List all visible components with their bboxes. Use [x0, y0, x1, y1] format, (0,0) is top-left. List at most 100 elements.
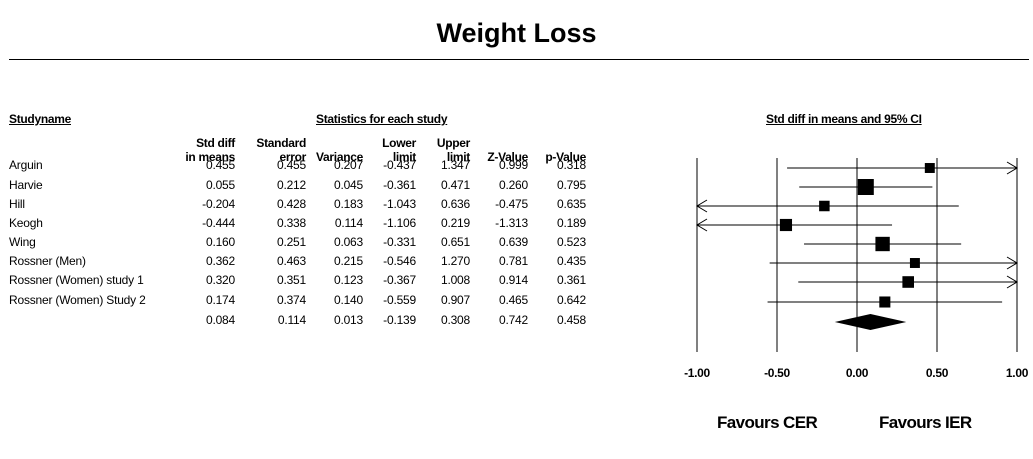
column-header-line2: Z-Value [487, 150, 528, 164]
table-cell: 0.361 [556, 273, 586, 287]
stats-group-header: Statistics for each study [316, 112, 448, 126]
column-header-line2: limit [446, 150, 470, 164]
ci-arrow [696, 218, 708, 232]
ci-arrow [696, 199, 708, 213]
table-cell: 0.045 [333, 178, 363, 192]
study-name: Rossner (Men) [9, 254, 86, 268]
table-cell: 0.320 [205, 273, 235, 287]
table-cell: 0.207 [333, 158, 363, 172]
x-tick-label: 1.00 [1005, 366, 1029, 380]
table-cell: 0.215 [333, 254, 363, 268]
table-cell: 0.795 [556, 178, 586, 192]
column-header-line2: limit [392, 150, 416, 164]
column-header-line1: Lower [382, 136, 416, 150]
table-cell: -0.546 [383, 254, 416, 268]
x-tick-label: -1.00 [684, 366, 710, 380]
table-cell: -0.361 [383, 178, 416, 192]
point-estimate-marker [879, 296, 891, 308]
table-cell: 1.270 [440, 254, 470, 268]
table-cell: 0.651 [440, 235, 470, 249]
table-cell: -0.559 [383, 293, 416, 307]
column-header-line2: error [279, 150, 306, 164]
column-header-line1: Upper [436, 136, 470, 150]
table-cell: 0.114 [334, 216, 363, 230]
table-cell: 0.055 [205, 178, 235, 192]
column-header-line2: in means [185, 150, 235, 164]
table-cell: 1.008 [440, 273, 470, 287]
table-cell: 0.318 [556, 158, 586, 172]
study-name: Rossner (Women) Study 2 [9, 293, 146, 307]
column-header-line1: Std diff [196, 136, 235, 150]
table-cell: 0.435 [556, 254, 586, 268]
table-cell: 0.458 [556, 313, 586, 327]
favours-left-label: Favours CER [717, 413, 818, 432]
table-cell: -1.313 [495, 216, 528, 230]
ci-arrow [1006, 161, 1018, 175]
table-cell: 0.374 [276, 293, 306, 307]
summary-diamond [834, 314, 907, 330]
table-cell: 0.219 [440, 216, 470, 230]
study-name: Keogh [9, 216, 43, 230]
table-cell: -1.106 [383, 216, 416, 230]
table-cell: -0.331 [383, 235, 416, 249]
study-name: Hill [9, 197, 25, 211]
favours-right-label: Favours IER [879, 413, 972, 432]
ci-arrow [1006, 275, 1018, 289]
point-estimate-marker [857, 179, 874, 195]
table-cell: 0.351 [276, 273, 306, 287]
table-cell: 0.999 [498, 158, 528, 172]
table-cell: 0.463 [276, 254, 306, 268]
table-cell: 0.114 [277, 313, 306, 327]
point-estimate-marker [819, 200, 830, 212]
table-cell: 0.636 [440, 197, 470, 211]
table-cell: 0.160 [205, 235, 235, 249]
x-tick-label: 0.00 [845, 366, 869, 380]
point-estimate-marker [902, 276, 914, 288]
table-cell: 0.465 [498, 293, 528, 307]
study-name-header: Studyname [9, 112, 71, 126]
table-cell: 0.455 [205, 158, 235, 172]
table-cell: 0.189 [556, 216, 586, 230]
table-cell: 0.428 [276, 197, 306, 211]
table-cell: 0.742 [498, 313, 528, 327]
table-cell: -0.139 [383, 313, 416, 327]
table-cell: 0.635 [556, 197, 586, 211]
table-cell: 0.260 [498, 178, 528, 192]
table-cell: 1.347 [440, 158, 470, 172]
study-name: Harvie [9, 178, 43, 192]
table-cell: 0.781 [498, 254, 528, 268]
point-estimate-marker [779, 218, 793, 232]
table-cell: -0.204 [202, 197, 235, 211]
title-rule [9, 59, 1029, 60]
study-name: Rossner (Women) study 1 [9, 273, 144, 287]
study-name: Wing [9, 235, 36, 249]
table-cell: 0.642 [556, 293, 586, 307]
plot-header: Std diff in means and 95% CI [766, 112, 922, 126]
table-cell: 0.183 [333, 197, 363, 211]
table-cell: -0.475 [495, 197, 528, 211]
table-cell: 0.338 [276, 216, 306, 230]
column-header-line2: Variance [316, 150, 363, 164]
table-cell: 0.523 [556, 235, 586, 249]
table-cell: 0.174 [205, 293, 235, 307]
table-cell: 0.639 [498, 235, 528, 249]
x-tick-label: -0.50 [764, 366, 790, 380]
column-header-line2: p-Value [545, 150, 586, 164]
table-cell: 0.308 [440, 313, 470, 327]
table-cell: -0.444 [202, 216, 235, 230]
table-cell: 0.063 [333, 235, 363, 249]
study-name: Arguin [9, 158, 43, 172]
table-cell: -1.043 [383, 197, 416, 211]
table-cell: 0.013 [333, 313, 363, 327]
x-tick-label: 0.50 [925, 366, 949, 380]
table-cell: 0.914 [498, 273, 528, 287]
table-cell: 0.251 [276, 235, 306, 249]
table-cell: 0.362 [205, 254, 235, 268]
point-estimate-marker [909, 258, 920, 268]
point-estimate-marker [924, 163, 935, 173]
table-cell: 0.140 [333, 293, 363, 307]
table-cell: 0.471 [440, 178, 470, 192]
table-cell: -0.437 [383, 158, 416, 172]
table-cell: 0.907 [440, 293, 470, 307]
